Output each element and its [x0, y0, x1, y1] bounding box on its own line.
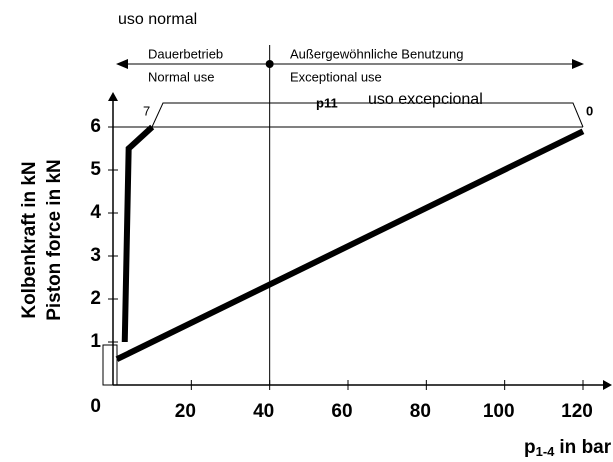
region-de: Dauerbetrieb [148, 46, 223, 61]
region-en: Exceptional use [290, 69, 382, 84]
annotation: 7 [143, 103, 150, 118]
origin-box [102, 344, 118, 386]
y-tick-label: 4 [90, 202, 101, 223]
y-tick-label: 5 [90, 159, 101, 180]
callout-line [151, 102, 584, 128]
x-arrow [603, 380, 612, 390]
annotation: uso excepcional [368, 91, 483, 108]
y-tick-label: 1 [90, 331, 101, 352]
series-line [115, 128, 585, 362]
region-en: Normal use [148, 69, 214, 84]
x-tick-label: 20 [175, 401, 196, 422]
annotation: 0 [586, 103, 593, 118]
x-label-unit: in bar [559, 437, 611, 458]
x-tick-label: 100 [483, 401, 515, 422]
y-tick-label: 6 [90, 116, 101, 137]
x-label-symbol: p [524, 437, 536, 458]
y-tick-label: 0 [90, 396, 101, 417]
y-label: Kolbenkraft in kN [19, 161, 40, 318]
top-label: uso normal [118, 11, 197, 28]
y-label: Piston force in kN [44, 159, 65, 321]
region-de: Außergewöhnliche Benutzung [290, 46, 463, 61]
series-line [121, 124, 155, 343]
x-label: p1-4 in bar [524, 437, 612, 459]
y-tick-label: 3 [90, 245, 101, 266]
x-tick-label: 40 [253, 401, 274, 422]
divider-dot [265, 60, 274, 68]
y-arrow [108, 92, 118, 101]
x-label-sub: 1-4 [536, 444, 556, 459]
x-tick-label: 120 [561, 401, 593, 422]
y-tick-label: 2 [90, 288, 101, 309]
x-tick-label: 80 [410, 401, 431, 422]
x-tick-label: 60 [331, 401, 352, 422]
